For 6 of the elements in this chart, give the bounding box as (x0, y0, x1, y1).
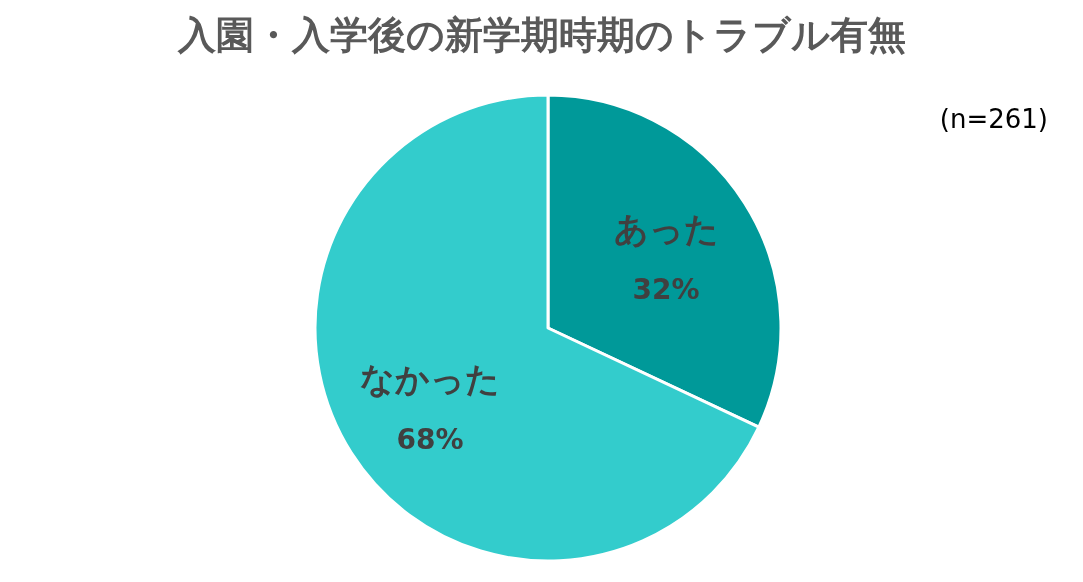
text: (n=261) (939, 104, 1048, 134)
data-label: 32% (632, 273, 700, 307)
data-label: 68% (396, 422, 464, 456)
slice-label: あった (613, 209, 719, 250)
chart-title: 入園・入学後の新学期時期のトラブル有無 (176, 13, 906, 57)
slice-label: なかった (359, 358, 500, 399)
